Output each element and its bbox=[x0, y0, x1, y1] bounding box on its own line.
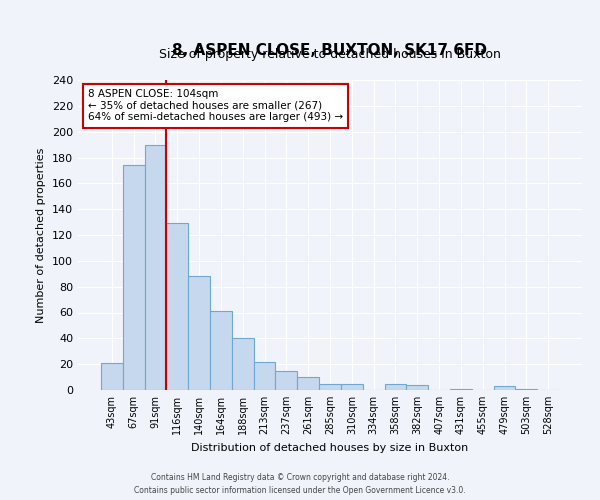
Bar bbox=[450, 388, 472, 390]
Bar bbox=[385, 384, 406, 390]
Bar bbox=[210, 311, 232, 390]
Bar bbox=[494, 386, 515, 390]
Bar bbox=[319, 384, 341, 390]
Bar bbox=[145, 144, 166, 390]
Bar bbox=[406, 385, 428, 390]
X-axis label: Distribution of detached houses by size in Buxton: Distribution of detached houses by size … bbox=[191, 442, 469, 452]
Text: Contains HM Land Registry data © Crown copyright and database right 2024.
Contai: Contains HM Land Registry data © Crown c… bbox=[134, 474, 466, 495]
Bar bbox=[101, 363, 123, 390]
Bar bbox=[166, 224, 188, 390]
Bar bbox=[341, 384, 363, 390]
Title: 8, ASPEN CLOSE, BUXTON, SK17 6FD: 8, ASPEN CLOSE, BUXTON, SK17 6FD bbox=[173, 43, 487, 58]
Bar bbox=[232, 338, 254, 390]
Text: Size of property relative to detached houses in Buxton: Size of property relative to detached ho… bbox=[159, 48, 501, 62]
Bar bbox=[297, 377, 319, 390]
Bar bbox=[515, 388, 537, 390]
Bar bbox=[254, 362, 275, 390]
Bar bbox=[275, 370, 297, 390]
Text: 8 ASPEN CLOSE: 104sqm
← 35% of detached houses are smaller (267)
64% of semi-det: 8 ASPEN CLOSE: 104sqm ← 35% of detached … bbox=[88, 90, 343, 122]
Bar bbox=[188, 276, 210, 390]
Y-axis label: Number of detached properties: Number of detached properties bbox=[37, 148, 46, 322]
Bar bbox=[123, 165, 145, 390]
